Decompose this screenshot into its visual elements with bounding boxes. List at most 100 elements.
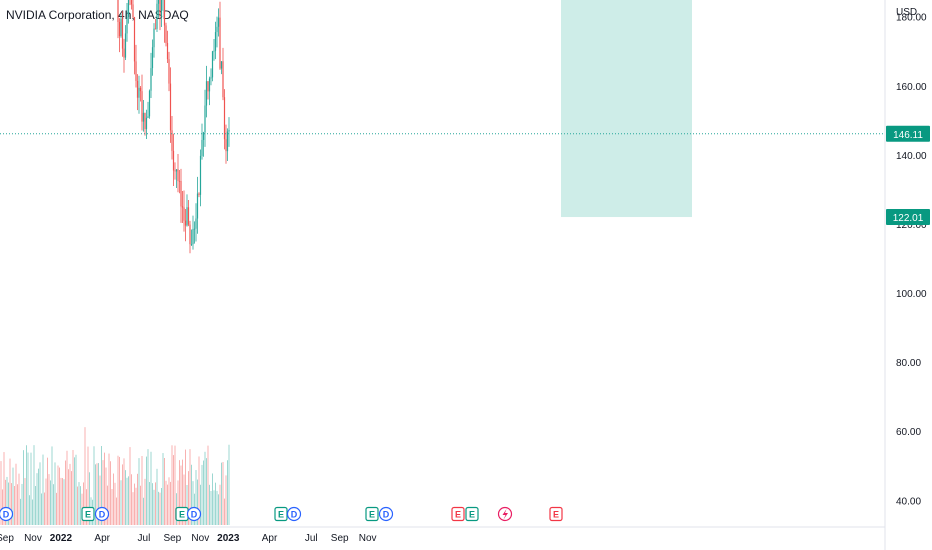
- volume-bar: [219, 484, 221, 525]
- volume-bar: [106, 485, 108, 525]
- volume-bar: [108, 453, 110, 525]
- volume-bar: [120, 480, 122, 525]
- volume-bar: [39, 462, 41, 525]
- price-tick-label: 120.00: [896, 220, 927, 231]
- volume-bar: [34, 486, 36, 525]
- dividend-marker-label: D: [383, 510, 390, 520]
- candle-body: [175, 169, 178, 172]
- candle-body: [198, 193, 200, 195]
- earnings-marker[interactable]: [81, 506, 95, 522]
- candle-body: [154, 28, 157, 30]
- last-price-badge-label: 146.11: [893, 130, 923, 141]
- candle-body: [174, 170, 176, 172]
- candle-body: [172, 150, 175, 171]
- volume-bar: [210, 490, 212, 525]
- volume-bar: [112, 473, 114, 525]
- earnings-marker[interactable]: [549, 506, 563, 522]
- candle-body: [213, 50, 215, 52]
- dividend-marker-label: D: [291, 510, 298, 520]
- volume-bar: [46, 457, 48, 525]
- price-tick-label: 160.00: [896, 82, 927, 93]
- volume-bar: [226, 460, 228, 525]
- volume-bar: [139, 485, 141, 525]
- volume-bar: [0, 461, 2, 525]
- candle-body: [139, 87, 142, 92]
- volume-bar: [168, 477, 170, 525]
- volume-bar: [48, 474, 50, 525]
- volume-bar: [93, 446, 95, 525]
- volume-bar: [189, 449, 191, 525]
- volume-bar: [148, 482, 150, 525]
- volume-bar: [15, 463, 17, 525]
- volume-bar: [19, 498, 21, 525]
- volume-bar: [97, 463, 99, 525]
- candle-body: [126, 16, 128, 34]
- volume-bar: [192, 481, 194, 525]
- volume-bar: [205, 458, 207, 525]
- volume-bar: [172, 455, 174, 525]
- volume-bar: [208, 484, 210, 525]
- volume-bar: [180, 465, 182, 525]
- volume-bar: [154, 482, 156, 525]
- volume-bar: [136, 473, 138, 525]
- dividend-marker[interactable]: [286, 506, 302, 522]
- volume-bar: [228, 444, 230, 525]
- volume-bar: [28, 495, 30, 525]
- earnings-marker-label: E: [179, 510, 185, 520]
- earnings-marker-label: E: [553, 510, 559, 520]
- volume-bar: [55, 492, 57, 525]
- earnings-marker-label: E: [85, 510, 91, 520]
- candle-body: [169, 83, 172, 131]
- dividend-marker[interactable]: [94, 506, 110, 522]
- volume-bar: [96, 463, 98, 525]
- candle-body: [157, 0, 160, 4]
- volume-bar: [127, 476, 129, 525]
- dividend-marker-label: D: [3, 510, 10, 520]
- volume-bar: [133, 483, 135, 525]
- earnings-marker[interactable]: [465, 506, 479, 522]
- candle-body: [124, 33, 127, 58]
- dividend-marker[interactable]: [186, 506, 202, 522]
- volume-bar: [42, 454, 44, 525]
- candles: [117, 0, 230, 254]
- volume-bar: [67, 469, 69, 525]
- earnings-marker[interactable]: [365, 506, 379, 522]
- candle-body: [144, 112, 146, 130]
- candle-body: [205, 81, 208, 106]
- candle-body: [142, 112, 145, 122]
- time-tick-label: Jul: [305, 533, 318, 544]
- volume-bar: [70, 471, 72, 525]
- candle-body: [211, 51, 214, 78]
- candle-body: [135, 61, 137, 81]
- candle-body: [184, 220, 187, 226]
- volume-bar: [94, 464, 96, 525]
- candle-body: [145, 117, 148, 130]
- volume-bar: [54, 462, 56, 525]
- price-tick-label: 80.00: [896, 358, 921, 369]
- candle-body: [151, 47, 154, 69]
- last-price-badge: [886, 125, 930, 142]
- volume-bar: [10, 483, 12, 525]
- candle-body: [202, 132, 205, 140]
- candle-body: [160, 0, 163, 17]
- volume-bar: [165, 480, 167, 525]
- volume-bar: [60, 477, 62, 525]
- candle-body: [196, 193, 199, 219]
- time-tick-label: Apr: [262, 533, 278, 544]
- volume-bar: [82, 482, 84, 525]
- volume-bar: [12, 467, 14, 525]
- volume-bar: [126, 477, 128, 525]
- position-target-zone[interactable]: [561, 0, 692, 218]
- earnings-marker[interactable]: [451, 506, 465, 522]
- chart-title: NVIDIA Corporation, 4h, NASDAQ: [6, 8, 189, 22]
- volume-bar: [57, 465, 59, 525]
- time-tick-label: Sep: [0, 533, 14, 544]
- dividend-marker[interactable]: [378, 506, 394, 522]
- dividend-marker[interactable]: [0, 506, 14, 522]
- volume-bar: [72, 450, 74, 525]
- time-tick-label: Sep: [331, 533, 349, 544]
- volume-bar: [117, 455, 119, 525]
- candle-body: [208, 78, 211, 92]
- candle-body: [121, 18, 124, 49]
